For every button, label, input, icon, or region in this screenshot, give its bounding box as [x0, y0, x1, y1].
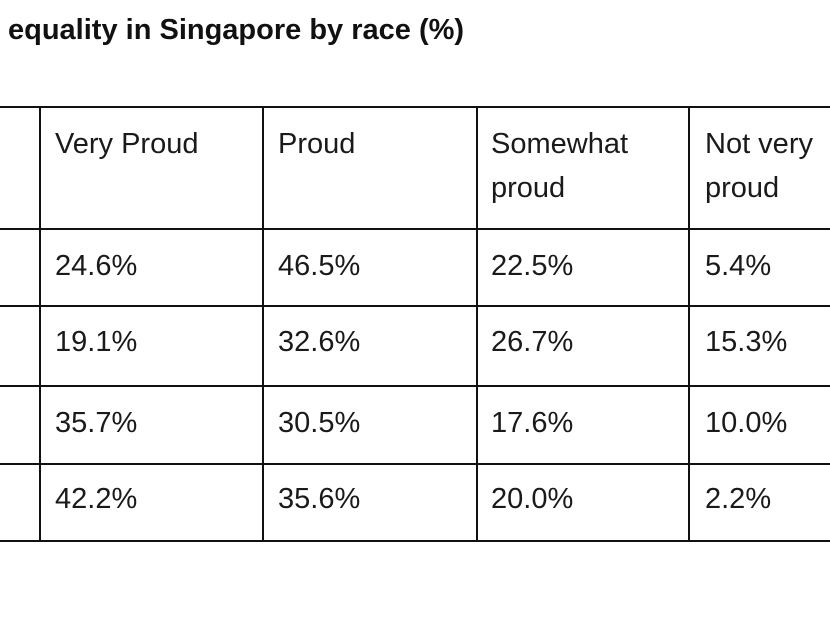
- table-rule-horizontal: [0, 540, 830, 542]
- table-rule-vertical: [262, 106, 264, 542]
- table-cell: 20.0%: [491, 483, 574, 515]
- table-cell: 42.2%: [55, 483, 138, 515]
- table-rule-horizontal: [0, 463, 830, 465]
- table-cell: 2.2%: [705, 483, 772, 515]
- table-cell: 26.7%: [491, 326, 574, 358]
- table-cell: 46.5%: [278, 250, 361, 282]
- table-cell: 22.5%: [491, 250, 574, 282]
- column-header: Not very: [705, 128, 813, 160]
- table-cell: 17.6%: [491, 407, 574, 439]
- column-header: Very Proud: [55, 128, 199, 160]
- table-rule-horizontal: [0, 305, 830, 307]
- table-rule-vertical: [688, 106, 690, 542]
- table-rule-horizontal: [0, 385, 830, 387]
- table-cell: 32.6%: [278, 326, 361, 358]
- table-cell: 19.1%: [55, 326, 138, 358]
- table-rule-horizontal: [0, 106, 830, 108]
- table-cell: 30.5%: [278, 407, 361, 439]
- column-header: proud: [705, 172, 780, 204]
- table-rule-vertical: [476, 106, 478, 542]
- column-header: Somewhat: [491, 128, 629, 160]
- table-cell: 5.4%: [705, 250, 772, 282]
- table-cell: 15.3%: [705, 326, 788, 358]
- column-header: proud: [491, 172, 566, 204]
- table-cell: 35.6%: [278, 483, 361, 515]
- table-cell: 10.0%: [705, 407, 788, 439]
- table-cell: 24.6%: [55, 250, 138, 282]
- table-cell: 35.7%: [55, 407, 138, 439]
- table-rule-horizontal: [0, 228, 830, 230]
- column-header: Proud: [278, 128, 356, 160]
- table-rule-vertical: [39, 106, 41, 542]
- table-title: equality in Singapore by race (%): [8, 14, 465, 46]
